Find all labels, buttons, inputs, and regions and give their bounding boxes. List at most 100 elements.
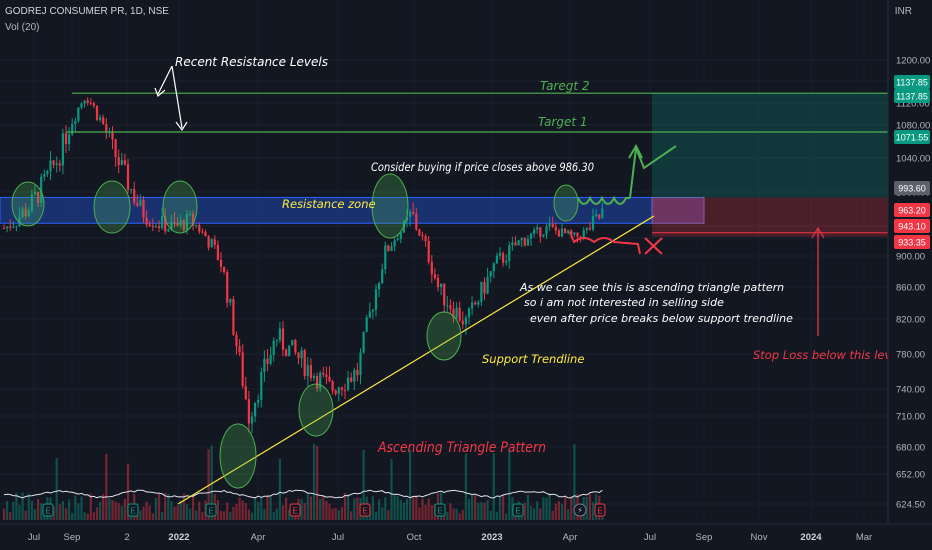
volume-bar — [164, 492, 167, 520]
candle-body — [126, 164, 130, 190]
candle-body — [204, 231, 207, 237]
volume-bar — [554, 503, 557, 520]
volume-bar — [266, 494, 269, 520]
candle-body — [145, 217, 148, 225]
volume-bar — [139, 510, 142, 520]
volume-bar — [300, 499, 303, 520]
volume-bar — [424, 504, 427, 520]
annotation-pattern-note-3: even after price breaks below support tr… — [530, 312, 793, 325]
volume-bar — [263, 508, 266, 520]
volume-bar — [250, 512, 254, 520]
volume-bar — [393, 494, 396, 520]
highlight-circle — [93, 180, 131, 234]
volume-bar — [483, 502, 486, 520]
candle-body — [235, 334, 238, 347]
volume-bar — [254, 498, 257, 520]
candle-body — [244, 386, 247, 400]
volume-indicator-label[interactable]: Vol (20) — [5, 22, 40, 33]
candle-body — [539, 227, 542, 237]
candle-body — [498, 253, 502, 256]
volume-bar — [533, 508, 536, 520]
candle-body — [77, 107, 80, 121]
candle-body — [188, 213, 192, 215]
y-tick-label: 1120.00 — [896, 99, 930, 110]
y-tick-label: 780.00 — [896, 350, 925, 361]
earnings-marker-icon[interactable]: E — [359, 503, 371, 517]
volume-bar — [529, 505, 533, 520]
earnings-marker-icon[interactable]: E — [512, 503, 524, 517]
volume-bar — [219, 510, 223, 520]
candle-body — [33, 192, 37, 195]
volume-bar — [229, 512, 232, 520]
candle-body — [223, 266, 226, 273]
volume-bar — [182, 493, 185, 520]
candle-body — [576, 232, 579, 237]
volume-bar — [443, 513, 446, 520]
candle-body — [362, 331, 365, 353]
candle-body — [440, 283, 443, 288]
volume-bar — [303, 502, 306, 520]
volume-bar — [449, 503, 452, 520]
candle-body — [167, 229, 170, 232]
y-tick-label: 624.50 — [896, 500, 925, 511]
candle-body — [139, 199, 142, 206]
candle-body — [49, 160, 52, 172]
volume-bar — [68, 499, 71, 520]
volume-bar — [402, 502, 405, 520]
profit-target-zone — [652, 93, 888, 198]
price-badge: 993.60 — [894, 181, 930, 195]
x-tick-label: Oct — [407, 532, 422, 543]
candle-body — [560, 228, 564, 237]
candle-body — [595, 214, 598, 217]
candle-body — [598, 214, 601, 219]
volume-bar — [477, 502, 480, 520]
arrow-head-icon — [628, 143, 643, 159]
annotation-pattern-note-1: As we can see this is ascending triangle… — [519, 281, 784, 294]
candle-body — [80, 103, 83, 108]
price-badge: 943.10 — [894, 219, 930, 233]
svg-text:993.60: 993.60 — [898, 184, 926, 194]
volume-bar — [80, 496, 83, 520]
earnings-marker-icon[interactable]: E — [127, 503, 139, 517]
x-tick-label: 2 — [124, 532, 129, 543]
svg-text:933.35: 933.35 — [898, 238, 926, 248]
x-tick-label: Nov — [751, 532, 768, 543]
volume-bar — [548, 492, 551, 520]
y-tick-label: 680.00 — [896, 443, 925, 454]
volume-bar — [102, 494, 105, 520]
earnings-marker-icon[interactable]: E — [42, 503, 54, 517]
candle-body — [241, 352, 244, 387]
x-tick-label: Jul — [644, 532, 656, 543]
earnings-marker-icon[interactable]: E — [205, 503, 217, 517]
candle-body — [15, 226, 18, 228]
candle-body — [297, 352, 300, 359]
earnings-marker-icon[interactable]: E — [434, 503, 446, 517]
candle-body — [30, 194, 33, 211]
candle-body — [328, 376, 331, 382]
candle-body — [185, 213, 188, 231]
candle-body — [179, 220, 182, 226]
candle-body — [390, 246, 393, 251]
lightning-icon[interactable]: ⚡ — [573, 503, 587, 517]
earnings-marker-icon[interactable]: E — [289, 503, 301, 517]
symbol-title[interactable]: GODREJ CONSUMER PR, 1D, NSE — [5, 6, 169, 17]
candle-body — [9, 226, 12, 228]
volume-bar — [24, 510, 27, 520]
volume-bar — [223, 511, 226, 520]
volume-bar — [591, 502, 595, 520]
highlight-circle — [298, 383, 334, 437]
candle-body — [142, 199, 145, 218]
y-tick-label: 900.00 — [896, 252, 925, 263]
earnings-marker-icon[interactable]: E — [594, 503, 606, 517]
svg-text:⚡: ⚡ — [577, 506, 583, 515]
volume-bar — [170, 501, 173, 520]
y-tick-label: 820.00 — [896, 315, 925, 326]
volume-bar — [210, 445, 213, 520]
highlight-circle — [11, 181, 45, 227]
volume-bar — [319, 498, 322, 520]
candle-body — [542, 234, 545, 237]
candle-body — [452, 308, 455, 318]
candle-body — [356, 369, 359, 376]
candle-body — [433, 274, 436, 278]
